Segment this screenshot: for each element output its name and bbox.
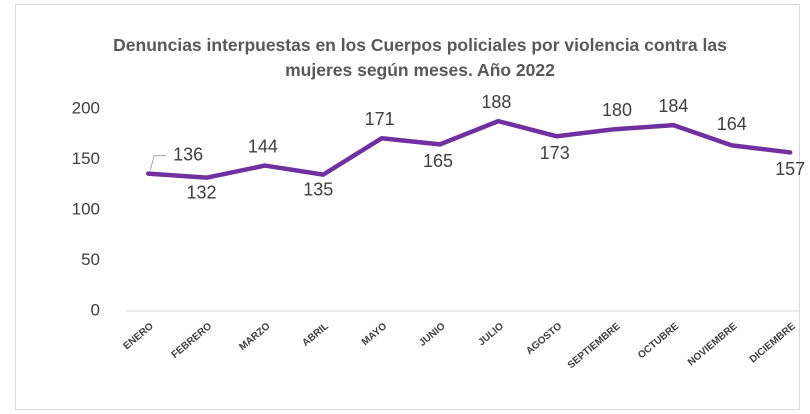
data-label: 180 [602, 100, 632, 120]
data-label: 132 [187, 182, 217, 202]
data-label: 136 [173, 144, 203, 164]
y-tick-label: 0 [91, 300, 100, 319]
data-label: 144 [248, 136, 278, 156]
chart-title: Denuncias interpuestas en los Cuerpos po… [113, 35, 727, 80]
y-tick-label: 50 [81, 250, 100, 269]
x-tick-label: MARZO [237, 321, 272, 353]
data-label: 164 [717, 114, 747, 134]
x-tick-label: OCTUBRE [636, 321, 681, 361]
data-label: 184 [658, 96, 688, 116]
x-tick-label: SEPTIEMBRE [566, 321, 623, 371]
data-label: 165 [423, 151, 453, 171]
x-tick-label: JULIO [476, 321, 506, 348]
data-label: 171 [365, 109, 395, 129]
data-label: 135 [303, 179, 333, 199]
x-tick-label: FEBRERO [170, 321, 215, 361]
leader-line [149, 155, 167, 171]
y-tick-label: 150 [72, 149, 100, 168]
x-tick-label: JUNIO [417, 321, 448, 349]
x-tick-label: ABRIL [300, 321, 330, 349]
y-tick-label: 200 [72, 98, 100, 117]
x-tick-label: ENERO [121, 321, 155, 352]
data-label: 173 [540, 143, 570, 163]
x-tick-label: MAYO [360, 321, 390, 348]
y-tick-label: 100 [72, 199, 100, 218]
data-label: 157 [775, 159, 805, 179]
series-line [145, 118, 793, 180]
data-label: 188 [481, 92, 511, 112]
x-tick-label: AGOSTO [524, 321, 564, 357]
x-tick-label: DICIEMBRE [748, 321, 798, 366]
x-tick-label: NOVIEMBRE [686, 321, 740, 369]
chart-border [15, 4, 800, 410]
